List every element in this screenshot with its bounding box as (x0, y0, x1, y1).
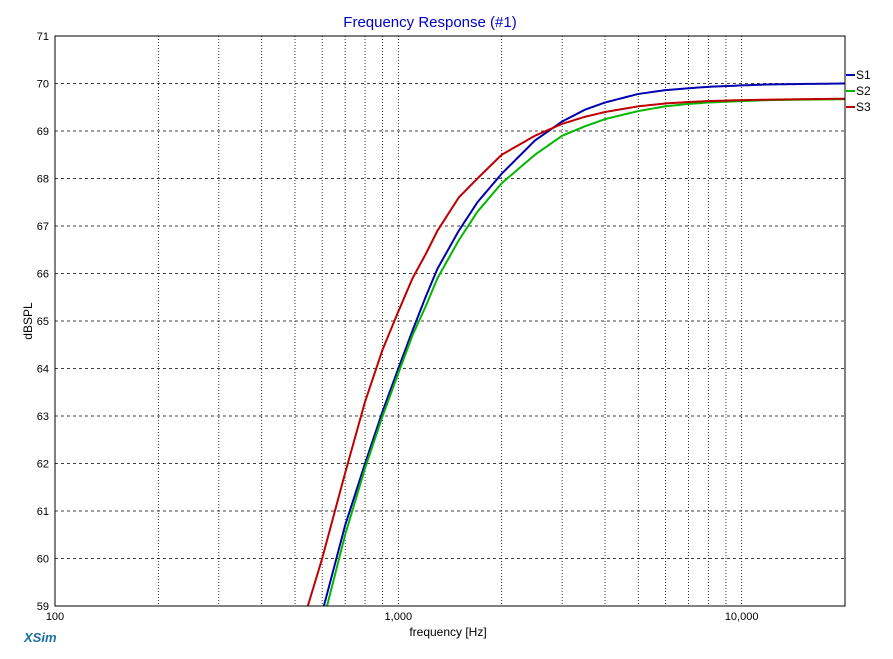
y-tick-label: 59 (37, 601, 49, 613)
series-layer (306, 82, 846, 607)
legend-label-s3: S3 (856, 100, 871, 114)
y-axis-label: dBSPL (21, 302, 35, 340)
series-line-s1 (322, 82, 846, 607)
y-tick-label: 66 (37, 269, 49, 281)
y-tick-label: 63 (37, 411, 49, 423)
y-tick-label: 68 (37, 174, 49, 186)
y-tick-label: 69 (37, 126, 49, 138)
grid-layer (55, 36, 845, 606)
y-tick-label: 60 (37, 554, 49, 566)
y-tick-label: 67 (37, 221, 49, 233)
series-line-s3 (306, 97, 846, 607)
x-tick-label: 10,000 (725, 611, 759, 623)
legend-label-s2: S2 (856, 84, 871, 98)
y-tick-label: 70 (37, 79, 49, 91)
legend-layer: S1 S2 S3 (846, 68, 871, 114)
y-tick-label: 71 (37, 31, 49, 43)
series-line-s2 (326, 98, 846, 607)
xsim-logo: XSim (23, 630, 57, 645)
x-tick-label: 100 (46, 611, 64, 623)
legend-label-s1: S1 (856, 68, 871, 82)
x-tick-label: 1,000 (385, 611, 413, 623)
y-tick-label: 65 (37, 316, 49, 328)
y-tick-label: 64 (37, 364, 49, 376)
y-tick-label: 61 (37, 506, 49, 518)
axis-layer: 59 60 61 62 63 64 65 66 67 68 69 70 71 100 1,000 10,000 (37, 31, 759, 623)
chart-title: Frequency Response (#1) (343, 14, 516, 31)
x-axis-label: frequency [Hz] (409, 625, 486, 639)
plot-frame (54, 35, 846, 607)
y-tick-label: 62 (37, 459, 49, 471)
